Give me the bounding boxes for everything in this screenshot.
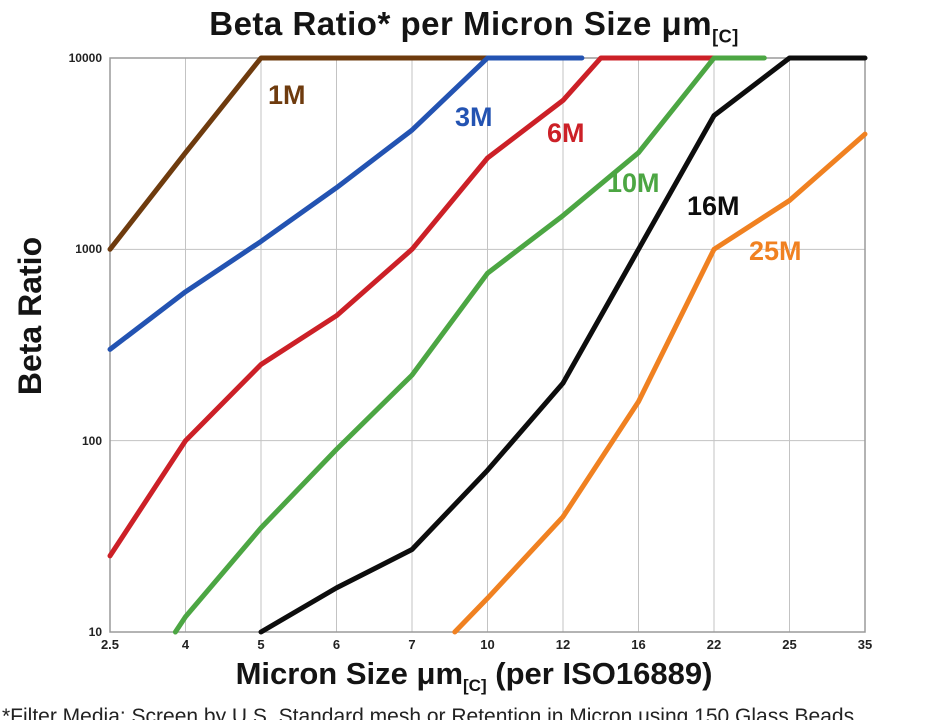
x-tick-label: 4 bbox=[181, 637, 190, 652]
x-tick-label: 5 bbox=[257, 637, 265, 652]
series-label-25M: 25M bbox=[749, 236, 802, 266]
chart-canvas bbox=[107, 55, 868, 635]
series-line-10M bbox=[172, 55, 767, 635]
y-tick-label: 10 bbox=[88, 625, 102, 639]
series-label-10M: 10M bbox=[607, 168, 660, 198]
y-tick-label: 1000 bbox=[75, 242, 102, 257]
series-line-16M bbox=[258, 55, 868, 635]
y-axis-title: Beta Ratio bbox=[12, 236, 48, 396]
series-label-3M: 3M bbox=[455, 102, 493, 132]
series-label-1M: 1M bbox=[268, 80, 306, 110]
x-tick-label: 12 bbox=[555, 637, 571, 652]
x-tick-label: 2.5 bbox=[100, 637, 120, 652]
x-tick-label: 25 bbox=[782, 637, 797, 652]
series-line-6M bbox=[107, 55, 717, 559]
x-axis-title: Micron Size μm[C] (per ISO16889) bbox=[0, 656, 948, 696]
footnote: *Filter Media: Screen by U.S. Standard m… bbox=[2, 705, 855, 720]
chart-title-subscript: [C] bbox=[712, 26, 739, 47]
x-tick-label: 10 bbox=[480, 637, 495, 652]
chart-title-text: Beta Ratio* per Micron Size μm bbox=[209, 5, 713, 42]
plot-area: 1M 3M 6M 10M 16M 25M bbox=[107, 55, 868, 635]
x-tick-label: 35 bbox=[857, 637, 873, 652]
chart-title: Beta Ratio* per Micron Size μm[C] bbox=[0, 5, 948, 48]
series-label-16M: 16M bbox=[687, 191, 740, 221]
series-label-6M: 6M bbox=[547, 118, 585, 148]
x-tick-label: 7 bbox=[408, 637, 416, 652]
x-tick-label: 6 bbox=[332, 637, 341, 652]
y-tick-label: 100 bbox=[81, 433, 102, 448]
x-axis-title-post: (per ISO16889) bbox=[486, 656, 713, 691]
x-axis-title-pre: Micron Size μm bbox=[235, 656, 464, 691]
x-tick-label: 22 bbox=[706, 637, 722, 652]
y-tick-label: 10000 bbox=[68, 51, 102, 65]
series-line-1M bbox=[107, 55, 490, 252]
series-line-25M bbox=[452, 131, 868, 635]
series-line-3M bbox=[107, 55, 585, 352]
x-axis-title-subscript: [C] bbox=[463, 676, 487, 696]
x-tick-label: 16 bbox=[631, 637, 646, 652]
